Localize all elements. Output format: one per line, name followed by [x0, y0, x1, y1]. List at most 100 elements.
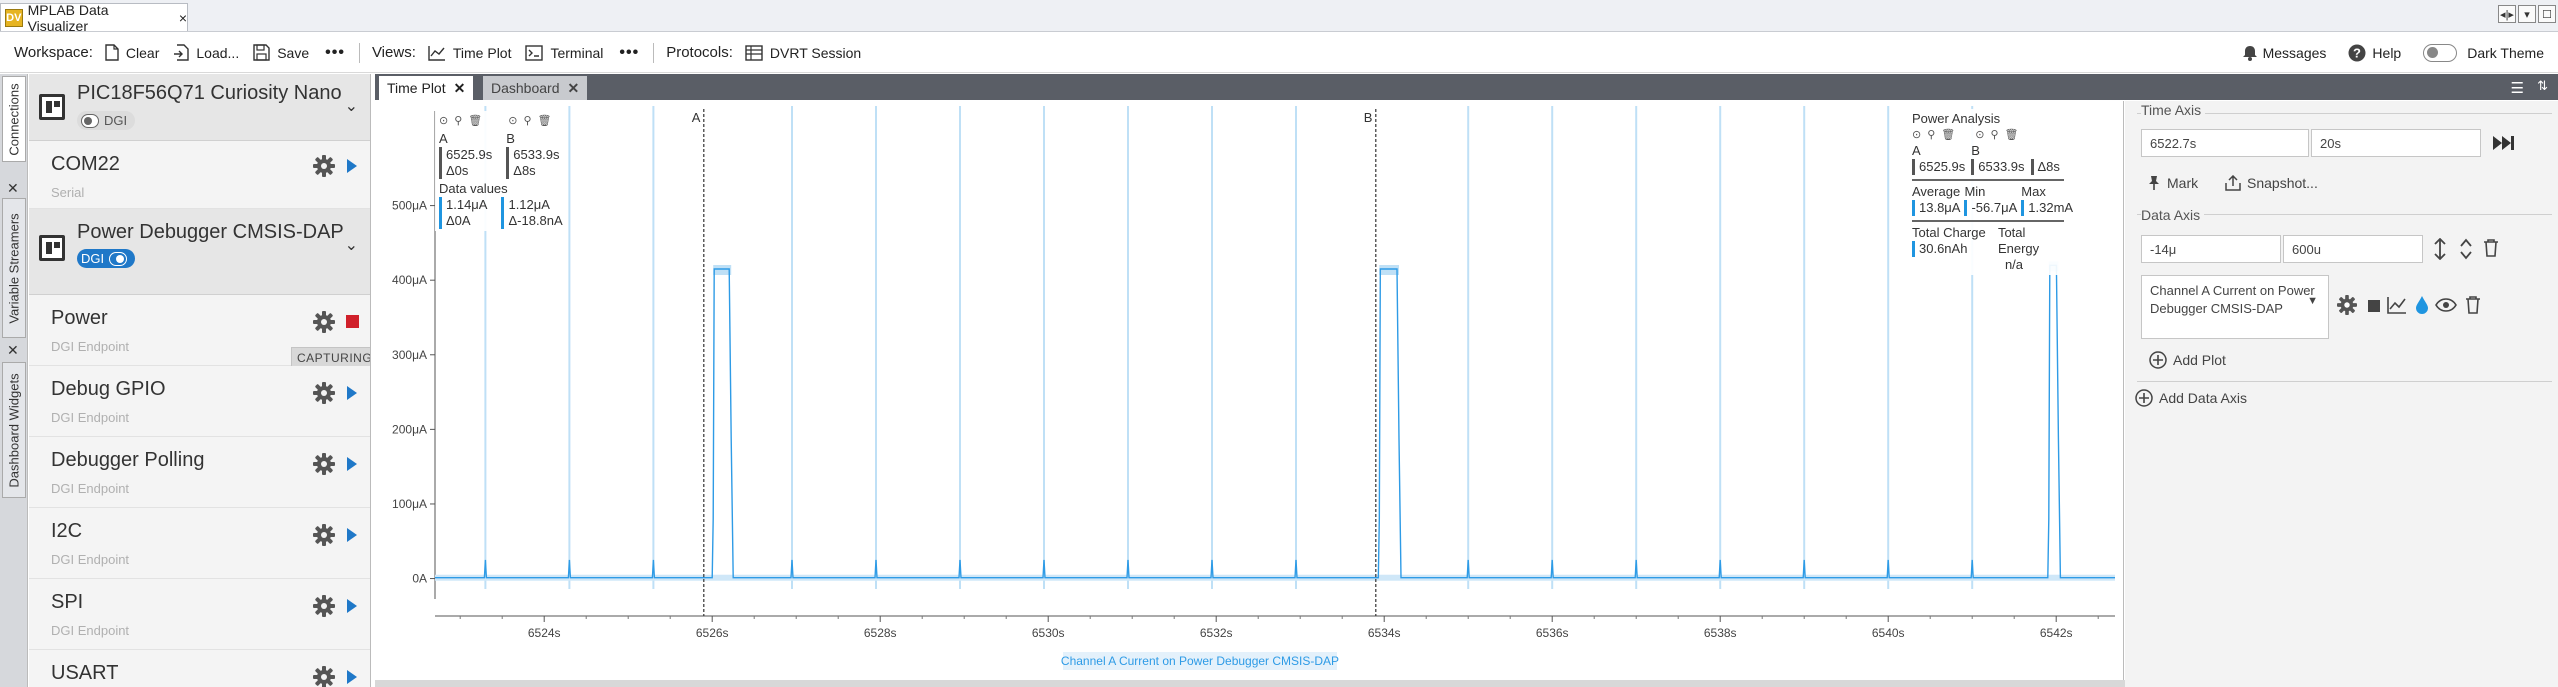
- messages-button[interactable]: Messages: [2242, 45, 2326, 61]
- close-variable-streamers-icon[interactable]: ✕: [7, 180, 19, 196]
- expand-icon[interactable]: [2459, 238, 2473, 260]
- cursor-b-delta: Δ8s: [513, 163, 536, 178]
- trash-icon[interactable]: 🗑: [537, 115, 552, 127]
- app-tab[interactable]: DV MPLAB Data Visualizer ×: [0, 2, 188, 34]
- gear-icon[interactable]: [313, 382, 335, 404]
- dgi-toggle[interactable]: DGI: [77, 111, 136, 130]
- cursor-b-controls[interactable]: ⊙ ⚲ 🗑: [508, 113, 551, 129]
- workspace-more-button[interactable]: •••: [325, 43, 345, 61]
- play-icon[interactable]: [347, 457, 357, 471]
- target-icon[interactable]: ⊙: [1912, 129, 1922, 141]
- views-more-button[interactable]: •••: [619, 43, 640, 61]
- window-maximize-button[interactable]: ☐: [2538, 5, 2556, 23]
- save-button[interactable]: Save: [253, 44, 309, 61]
- pin-icon[interactable]: ⚲: [1927, 129, 1936, 141]
- endpoint-debugger-polling[interactable]: Debugger Polling DGI Endpoint: [29, 437, 370, 508]
- device-power-debugger[interactable]: Power Debugger CMSIS-DAP DGI ⌄: [29, 209, 370, 295]
- cursor-b-time: 6533.9s: [513, 147, 560, 162]
- fast-forward-icon[interactable]: [2493, 135, 2515, 151]
- cursor-label[interactable]: A: [692, 110, 701, 125]
- endpoint-power[interactable]: Power DGI Endpoint CAPTURING: [29, 295, 370, 369]
- endpoint-debug-gpio[interactable]: Debug GPIO DGI Endpoint: [29, 366, 370, 437]
- gear-icon[interactable]: [313, 524, 335, 546]
- time-span-input[interactable]: 20s: [2311, 129, 2481, 157]
- target-icon[interactable]: ⊙: [1975, 129, 1985, 141]
- gear-icon[interactable]: [313, 595, 335, 617]
- time-start-input[interactable]: 6522.7s: [2141, 129, 2309, 157]
- gear-icon[interactable]: [313, 666, 335, 687]
- play-icon[interactable]: [347, 159, 357, 173]
- color-drop-icon[interactable]: [2415, 295, 2429, 315]
- mark-button[interactable]: Mark: [2147, 175, 2198, 191]
- dashboard-widgets-rail-tab[interactable]: Dashboard Widgets: [2, 362, 26, 498]
- cursor-a-dvalue: Δ0A: [446, 213, 471, 228]
- chevron-down-icon[interactable]: ⌄: [344, 237, 358, 254]
- pin-icon[interactable]: ⚲: [1990, 129, 1999, 141]
- snapshot-button[interactable]: Snapshot...: [2225, 175, 2318, 191]
- gear-icon[interactable]: [313, 311, 335, 333]
- trash-icon[interactable]: 🗑: [468, 115, 483, 127]
- help-button[interactable]: ? Help: [2348, 44, 2401, 62]
- endpoint-usart[interactable]: USART: [29, 650, 370, 687]
- cursor-a-controls[interactable]: ⊙ ⚲ 🗑: [439, 113, 482, 129]
- endpoint-i2c[interactable]: I2C DGI Endpoint: [29, 508, 370, 579]
- close-tab-icon[interactable]: ✕: [567, 79, 580, 96]
- cursor-label[interactable]: B: [1364, 110, 1373, 125]
- window-minimize-button[interactable]: ▾: [2518, 5, 2536, 23]
- data-max-input[interactable]: 600u: [2283, 235, 2423, 263]
- legend-series-label[interactable]: Channel A Current on Power Debugger CMSI…: [1061, 654, 1339, 668]
- endpoint-spi[interactable]: SPI DGI Endpoint: [29, 579, 370, 650]
- stop-icon[interactable]: [346, 315, 359, 328]
- trash-icon[interactable]: 🗑: [2004, 129, 2019, 141]
- add-plot-button[interactable]: Add Plot: [2149, 351, 2226, 369]
- eye-icon[interactable]: [2435, 298, 2457, 312]
- close-dashboard-widgets-icon[interactable]: ✕: [7, 342, 19, 358]
- variable-streamers-rail-tab[interactable]: Variable Streamers: [2, 198, 26, 338]
- gear-icon[interactable]: [313, 155, 335, 177]
- data-min-input[interactable]: -14μ: [2141, 235, 2281, 263]
- line-chart-icon[interactable]: [2387, 296, 2407, 314]
- cursor-a-controls[interactable]: ⊙ ⚲ 🗑: [1912, 127, 1955, 143]
- channel-select[interactable]: Channel A Current on Power Debugger CMSI…: [2141, 275, 2329, 339]
- trash-icon[interactable]: 🗑: [1941, 129, 1956, 141]
- trash-icon[interactable]: [2465, 296, 2481, 314]
- clear-button[interactable]: Clear: [105, 44, 159, 61]
- close-app-tab-icon[interactable]: ×: [178, 9, 187, 26]
- target-icon[interactable]: ⊙: [439, 115, 449, 127]
- play-icon[interactable]: [347, 599, 357, 613]
- com22-connection[interactable]: COM22 Serial: [29, 141, 370, 209]
- connections-panel: PIC18F56Q71 Curiosity Nano DGI ⌄ COM22 S…: [29, 74, 371, 687]
- cursor-b-controls[interactable]: ⊙ ⚲ 🗑: [1975, 127, 2018, 143]
- tab-dashboard[interactable]: Dashboard ✕: [483, 76, 588, 100]
- tab-time-plot[interactable]: Time Plot ✕: [379, 76, 474, 100]
- gear-icon[interactable]: [313, 453, 335, 475]
- series-line: [435, 264, 2115, 579]
- add-data-axis-button[interactable]: Add Data Axis: [2135, 389, 2247, 407]
- time-plot-chart[interactable]: 0A 100μA 200μA 300μA 400μA 500μA 6524s 6526s 652…: [375, 101, 2124, 680]
- autoscale-icon[interactable]: [2431, 238, 2449, 260]
- pin-icon[interactable]: ⚲: [454, 115, 463, 127]
- connections-rail-tab[interactable]: Connections: [2, 76, 26, 162]
- play-icon[interactable]: [347, 528, 357, 542]
- stop-icon[interactable]: [2368, 300, 2380, 312]
- pin-icon[interactable]: ⚲: [523, 115, 532, 127]
- terminal-button[interactable]: Terminal: [525, 45, 603, 61]
- time-plot-area[interactable]: 0A 100μA 200μA 300μA 400μA 500μA 6524s 6526s 652…: [375, 101, 2124, 680]
- load-button[interactable]: Load...: [173, 44, 239, 61]
- time-plot-button[interactable]: Time Plot: [428, 45, 511, 61]
- dvrt-session-button[interactable]: DVRT Session: [745, 45, 861, 61]
- sort-icon[interactable]: ⇅: [2537, 78, 2548, 93]
- play-icon[interactable]: [347, 386, 357, 400]
- dark-theme-switch[interactable]: [2423, 44, 2458, 62]
- gear-icon[interactable]: [2337, 295, 2357, 315]
- chevron-down-icon[interactable]: ⌄: [344, 98, 358, 115]
- close-tab-icon[interactable]: ✕: [453, 79, 466, 96]
- device-curiosity-nano[interactable]: PIC18F56Q71 Curiosity Nano DGI ⌄: [29, 74, 370, 141]
- target-icon[interactable]: ⊙: [508, 115, 518, 127]
- menu-icon[interactable]: ☰: [2510, 80, 2524, 97]
- dgi-toggle[interactable]: DGI: [77, 249, 136, 268]
- window-nav-button[interactable]: ◂|▸: [2498, 5, 2516, 23]
- dark-theme-toggle[interactable]: Dark Theme: [2423, 44, 2544, 62]
- trash-icon[interactable]: [2483, 239, 2499, 257]
- play-icon[interactable]: [347, 670, 357, 684]
